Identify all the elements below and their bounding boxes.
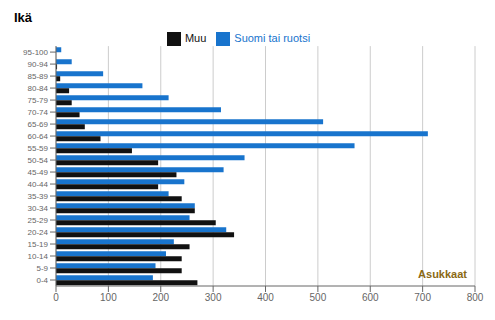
html-text:Ikä: Ikä — [14, 10, 33, 25]
svg-text:0: 0 — [53, 292, 59, 303]
svg-text:800: 800 — [467, 292, 484, 303]
svg-text:15-19: 15-19 — [28, 240, 49, 249]
svg-text:25-29: 25-29 — [28, 216, 49, 225]
svg-text:600: 600 — [362, 292, 379, 303]
svg-text:45-49: 45-49 — [28, 168, 49, 177]
svg-text:90-94: 90-94 — [28, 60, 49, 69]
svg-text:30-34: 30-34 — [28, 204, 49, 213]
svg-text:95-100: 95-100 — [23, 48, 48, 57]
svg-text:20-24: 20-24 — [28, 228, 49, 237]
svg-text:500: 500 — [310, 292, 327, 303]
svg-text:80-84: 80-84 — [28, 84, 49, 93]
svg-text:100: 100 — [100, 292, 117, 303]
svg-text:50-54: 50-54 — [28, 156, 49, 165]
svg-text:55-59: 55-59 — [28, 144, 49, 153]
svg-text:300: 300 — [205, 292, 222, 303]
svg-text:35-39: 35-39 — [28, 192, 49, 201]
svg-text:200: 200 — [152, 292, 169, 303]
svg-text:0-4: 0-4 — [36, 276, 48, 285]
svg-text:85-89: 85-89 — [28, 72, 49, 81]
svg-text:60-64: 60-64 — [28, 132, 49, 141]
svg-text:10-14: 10-14 — [28, 252, 49, 261]
svg-text:700: 700 — [414, 292, 431, 303]
svg-text:75-79: 75-79 — [28, 96, 49, 105]
html-text:Asukkaat: Asukkaat — [418, 268, 467, 280]
svg-text:40-44: 40-44 — [28, 180, 49, 189]
svg-text:400: 400 — [257, 292, 274, 303]
svg-text:5-9: 5-9 — [36, 264, 48, 273]
svg-text:70-74: 70-74 — [28, 108, 49, 117]
html-text:Muu: Muu — [184, 32, 207, 44]
svg-text:65-69: 65-69 — [28, 120, 49, 129]
html-text:Suomi tai ruotsi: Suomi tai ruotsi — [234, 32, 311, 44]
